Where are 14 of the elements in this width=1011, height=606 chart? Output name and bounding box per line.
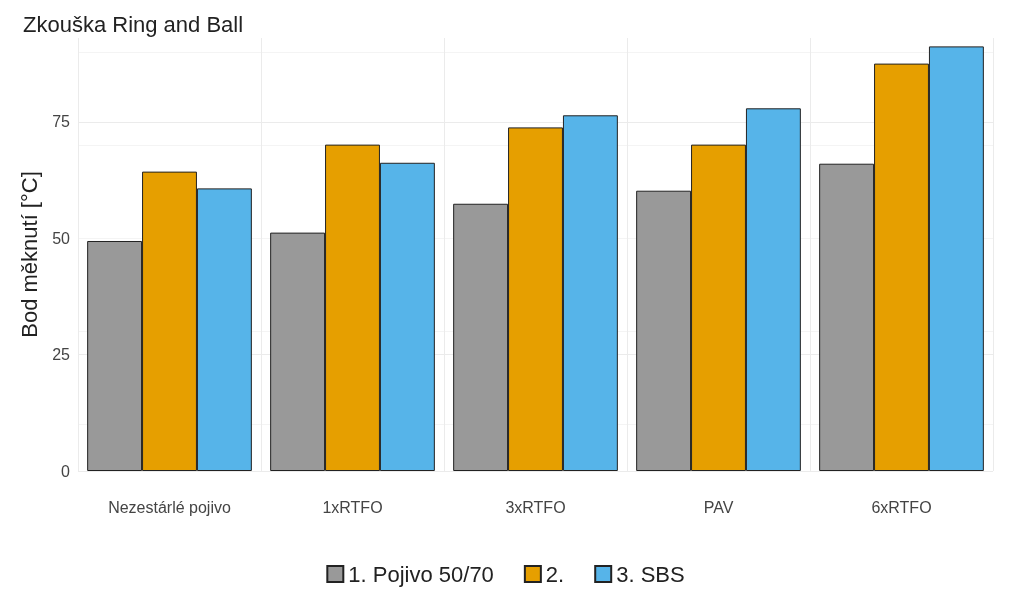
legend-label: 2. xyxy=(545,561,565,587)
y-tick-label: 0 xyxy=(61,462,71,480)
x-tick-label: Nezestárlé pojivo xyxy=(108,498,231,516)
y-tick-label: 75 xyxy=(52,113,71,131)
x-tick-label: 1xRTFO xyxy=(322,498,383,516)
chart-title: Zkouška Ring and Ball xyxy=(23,11,244,37)
x-tick-label: 6xRTFO xyxy=(871,498,932,516)
x-tick-label: 3xRTFO xyxy=(505,498,566,516)
x-tick-label: PAV xyxy=(703,498,734,516)
y-axis-title: Bod měknutí [°C] xyxy=(16,171,42,338)
legend-label: 1. Pojivo 50/70 xyxy=(348,561,494,587)
y-tick-label: 50 xyxy=(52,229,71,247)
y-tick-label: 25 xyxy=(52,346,71,364)
legend-label: 3. SBS xyxy=(616,561,685,587)
